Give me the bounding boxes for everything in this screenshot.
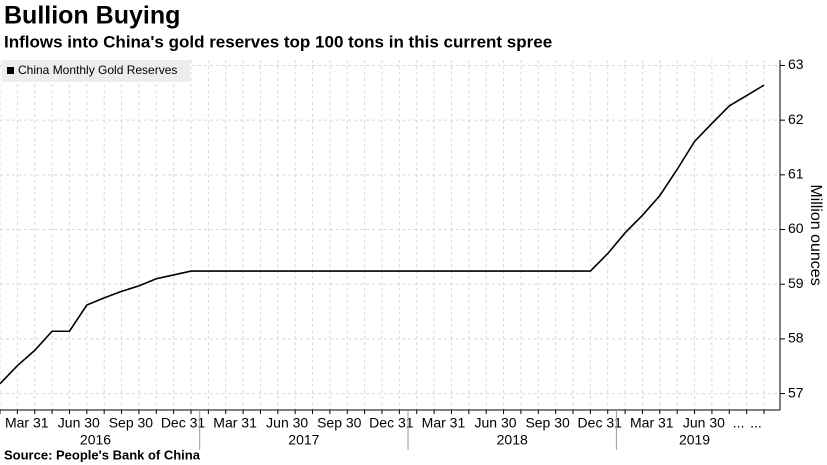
x-tick-label: Jun 30 bbox=[683, 415, 725, 431]
y-tick-label: 62 bbox=[788, 111, 804, 127]
y-tick-label: 59 bbox=[788, 275, 804, 291]
x-tick-label: Mar 31 bbox=[630, 415, 674, 431]
chart-subtitle: Inflows into China's gold reserves top 1… bbox=[4, 32, 552, 51]
x-tick-label: Mar 31 bbox=[213, 415, 257, 431]
line bbox=[0, 84, 765, 385]
x-tick-label: Mar 31 bbox=[5, 415, 49, 431]
x-tick-label: Mar 31 bbox=[422, 415, 466, 431]
x-tick-label: ... bbox=[733, 415, 745, 431]
y-axis-label: Million ounces bbox=[807, 184, 824, 285]
x-tick-label: Dec 31 bbox=[161, 415, 206, 431]
y-tick-label: 58 bbox=[788, 330, 804, 346]
x-tick-label: Dec 31 bbox=[369, 415, 414, 431]
x-tick-label: Sep 30 bbox=[317, 415, 362, 431]
chart-title: Bullion Buying bbox=[4, 2, 180, 30]
y-tick-label: 57 bbox=[788, 384, 804, 400]
y-tick-label: 63 bbox=[788, 56, 804, 72]
y-tick-label: 61 bbox=[788, 166, 804, 182]
legend-label: China Monthly Gold Reserves bbox=[18, 63, 177, 77]
x-tick-label: ... bbox=[750, 415, 762, 431]
x-tick-label: Dec 31 bbox=[578, 415, 623, 431]
source: Source: People's Bank of China bbox=[4, 447, 201, 462]
x-group-label: 2017 bbox=[288, 432, 319, 448]
x-tick-label: Sep 30 bbox=[525, 415, 570, 431]
x-tick-label: Sep 30 bbox=[109, 415, 154, 431]
x-tick-label: Jun 30 bbox=[475, 415, 517, 431]
x-group-label: 2016 bbox=[80, 432, 111, 448]
x-group-label: 2018 bbox=[497, 432, 528, 448]
legend-swatch bbox=[7, 67, 14, 74]
x-tick-label: Jun 30 bbox=[266, 415, 308, 431]
x-tick-label: Jun 30 bbox=[58, 415, 100, 431]
legend-box bbox=[2, 60, 190, 82]
y-tick-label: 60 bbox=[788, 220, 804, 236]
x-group-label: 2019 bbox=[679, 432, 710, 448]
